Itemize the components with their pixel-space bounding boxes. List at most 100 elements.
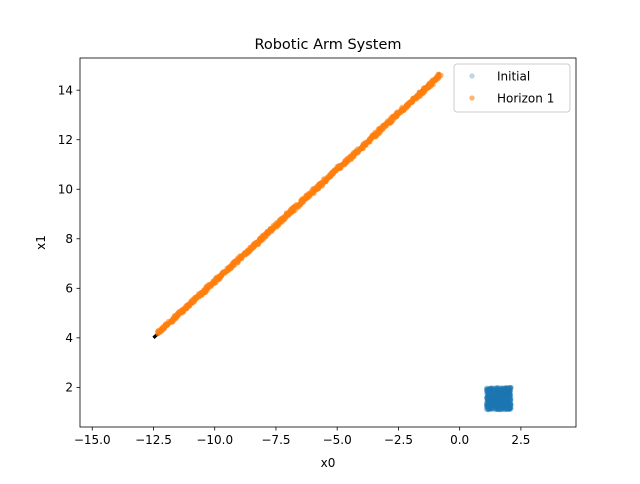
initial-point [495, 398, 501, 405]
initial-point [499, 403, 505, 409]
initial-point [491, 401, 497, 408]
initial-point [503, 406, 509, 413]
initial-point [486, 406, 492, 412]
initial-point [496, 387, 502, 393]
initial-point [488, 395, 494, 401]
initial-point [486, 401, 492, 407]
initial-point [497, 397, 503, 403]
initial-point [501, 401, 507, 408]
initial-point [495, 397, 501, 403]
initial-point [504, 387, 511, 393]
initial-point [503, 385, 509, 391]
x-tick-label: −5.0 [323, 433, 352, 447]
initial-point [503, 399, 510, 406]
initial-point [507, 403, 513, 409]
initial-point [490, 394, 496, 400]
initial-point [493, 397, 499, 403]
initial-point [499, 393, 505, 399]
initial-point [490, 403, 496, 410]
initial-point [501, 400, 507, 407]
initial-point [498, 406, 504, 412]
initial-point [493, 399, 499, 405]
initial-point [505, 387, 511, 393]
initial-point [498, 389, 504, 395]
initial-point [497, 406, 504, 413]
initial-point [499, 405, 505, 411]
initial-point [497, 401, 503, 407]
initial-point [487, 395, 493, 402]
initial-point [506, 386, 512, 393]
initial-point [499, 400, 505, 407]
initial-point [506, 385, 512, 391]
initial-point [500, 388, 506, 394]
initial-point [491, 392, 497, 398]
initial-point [505, 394, 511, 400]
initial-point [487, 395, 493, 401]
initial-point [505, 385, 512, 392]
initial-point [501, 387, 507, 393]
initial-point [504, 388, 510, 395]
initial-point [486, 386, 492, 392]
initial-point [493, 404, 499, 410]
initial-point [492, 397, 499, 403]
initial-point [503, 402, 510, 409]
initial-point [501, 386, 508, 393]
initial-point [488, 402, 494, 409]
initial-point [507, 397, 513, 403]
initial-point [500, 402, 506, 408]
y-tick-label: 14 [58, 83, 73, 97]
initial-point [488, 406, 495, 412]
initial-point [505, 398, 511, 404]
initial-point [495, 393, 501, 400]
initial-point [503, 406, 509, 413]
initial-point [498, 404, 504, 411]
initial-point [502, 394, 508, 401]
initial-point [505, 392, 511, 398]
initial-point [494, 392, 500, 399]
initial-point [487, 388, 493, 394]
initial-point [505, 386, 511, 392]
initial-point [506, 405, 512, 412]
initial-point [507, 406, 513, 412]
initial-point [507, 387, 513, 393]
initial-point [504, 397, 510, 403]
initial-point [484, 401, 490, 407]
initial-point [498, 385, 505, 392]
initial-point [506, 406, 512, 412]
initial-point [495, 386, 502, 392]
initial-point [505, 395, 511, 401]
initial-point [507, 405, 513, 411]
initial-point [504, 397, 511, 404]
initial-point [508, 388, 514, 394]
initial-point [486, 388, 492, 394]
initial-point [487, 398, 493, 404]
initial-point [498, 397, 504, 404]
initial-point [497, 390, 503, 396]
initial-point [493, 391, 499, 397]
initial-point [507, 387, 513, 393]
initial-point [507, 404, 514, 410]
x-tick-label: −10.0 [196, 433, 233, 447]
initial-point [500, 406, 506, 412]
initial-point [496, 401, 502, 407]
initial-point [507, 406, 513, 412]
initial-point [500, 392, 506, 399]
initial-point [503, 403, 510, 409]
initial-point [499, 388, 505, 394]
initial-point [499, 386, 505, 392]
initial-point [499, 390, 505, 396]
initial-point [496, 398, 502, 404]
x-axis-label: x0 [321, 456, 336, 470]
initial-point [498, 407, 504, 413]
initial-point [487, 386, 493, 393]
initial-point [508, 402, 514, 408]
initial-point [506, 401, 512, 407]
initial-point [489, 388, 495, 394]
initial-point [505, 388, 511, 395]
initial-point [486, 406, 492, 413]
initial-point [502, 404, 508, 410]
initial-point [499, 397, 505, 403]
initial-point [500, 393, 506, 399]
initial-point [499, 392, 505, 398]
initial-point [499, 404, 506, 410]
